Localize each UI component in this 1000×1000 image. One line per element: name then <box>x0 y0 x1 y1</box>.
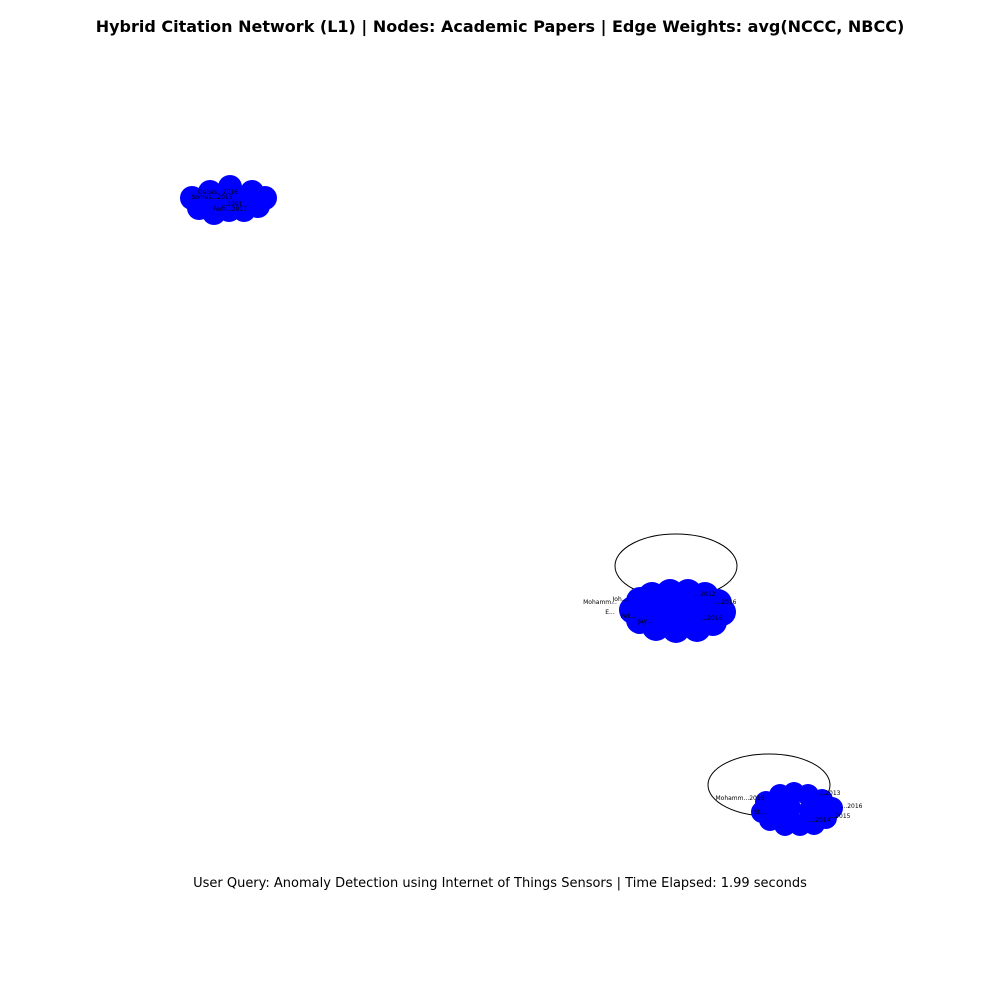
cluster-2-node-label: E... <box>605 609 615 616</box>
cluster-2-node-label: ...2016 <box>702 615 723 622</box>
cluster-2-node <box>680 588 708 616</box>
cluster-1-node-label: ...1991 <box>222 201 243 208</box>
cluster-2-node-label: ...2016 <box>716 599 737 606</box>
cluster-3-node-label: ...2013 <box>820 790 841 797</box>
cluster-1-node-label: Debas...2016 <box>198 189 238 196</box>
cluster-1-node <box>228 188 252 212</box>
cluster-3-node-label: St... <box>754 809 766 816</box>
cluster-3-node <box>799 799 821 821</box>
labels-layer: Debas...2016Somas...2015...1991Ferh...20… <box>191 189 862 824</box>
cluster-1-node <box>187 196 211 220</box>
cluster-2-node <box>654 586 682 614</box>
cluster-2-node-label: Jay... <box>637 618 652 625</box>
cluster-3-node-label: ...2014 <box>810 817 831 824</box>
edges-layer <box>614 533 831 817</box>
cluster-3-node-label: ...2015 <box>830 813 851 820</box>
cluster-3-node-label: ...2016 <box>842 803 863 810</box>
cluster-1-node-label: Somas...2015 <box>191 194 232 201</box>
cluster-2-node-label: ...2012 <box>695 591 716 598</box>
cluster-3-node <box>767 801 789 823</box>
cluster-1-node <box>210 188 234 212</box>
figure-title: Hybrid Citation Network (L1) | Nodes: Ac… <box>95 17 905 36</box>
cluster-1-node-label: Ferh...2017 <box>213 206 247 213</box>
nodes-layer <box>180 175 843 836</box>
cluster-2-node-label: Pet... <box>620 613 635 620</box>
cluster-2-node-label: Joh... <box>612 596 628 603</box>
cluster-2-node-label: Mohamm... <box>583 599 617 606</box>
cluster-3-node-label: Mohamm...2016 <box>715 795 764 802</box>
figure-caption: User Query: Anomaly Detection using Inte… <box>193 876 807 891</box>
